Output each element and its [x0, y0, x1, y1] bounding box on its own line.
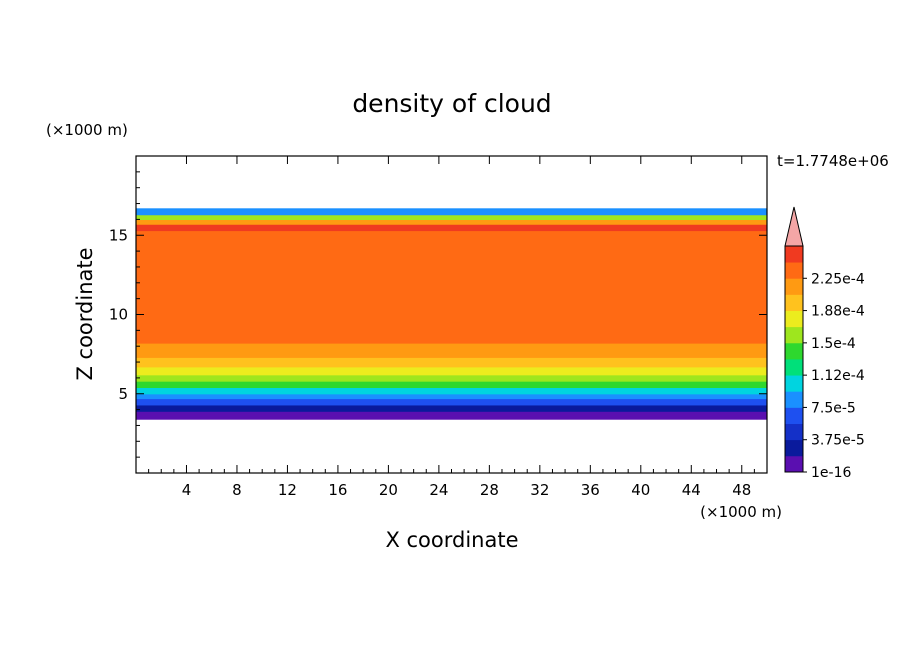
y-tick-label: 5 — [118, 385, 128, 403]
colorbar-swatch — [785, 391, 803, 408]
x-tick-label: 4 — [182, 481, 192, 499]
colorbar-swatch — [785, 294, 803, 311]
colorbar-swatch — [785, 342, 803, 360]
colorbar-swatch — [785, 326, 803, 344]
colorbar-swatch — [785, 246, 803, 263]
x-tick-label: 28 — [480, 481, 499, 499]
x-tick-label: 12 — [278, 481, 297, 499]
colorbar-label: 1.5e-4 — [811, 336, 856, 352]
density-band — [136, 366, 767, 376]
x-tick-label: 16 — [328, 481, 347, 499]
colorbar-label: 1e-16 — [811, 465, 851, 481]
colorbar-label: 1.88e-4 — [811, 304, 865, 320]
colorbar-swatch — [785, 455, 803, 473]
y-axis-label: Z coordinate — [73, 247, 97, 380]
density-band — [136, 214, 767, 220]
density-band — [136, 230, 767, 344]
density-band — [136, 343, 767, 358]
colorbar-swatch — [785, 262, 803, 279]
x-tick-label: 32 — [530, 481, 549, 499]
colorbar-label: 7.5e-5 — [811, 400, 856, 416]
x-tick-label: 48 — [732, 481, 751, 499]
colorbar-label: 1.12e-4 — [811, 368, 865, 384]
density-band — [136, 357, 767, 368]
time-label: t=1.7748e+06 — [777, 152, 889, 170]
density-band — [136, 219, 767, 225]
y-axis: 5 10 15 — [109, 171, 767, 458]
colorbar-label: 2.25e-4 — [811, 271, 865, 287]
colorbar: 1e-16 3.75e-5 7.5e-5 1.12e-4 1.5e-4 1.88e-4 2.… — [784, 206, 865, 481]
y-unit-label: (×1000 m) — [46, 121, 128, 139]
x-tick-label: 36 — [581, 481, 600, 499]
y-tick-label: 10 — [109, 306, 128, 324]
x-tick-label: 20 — [379, 481, 398, 499]
colorbar-swatch — [785, 407, 803, 424]
density-band — [136, 404, 767, 412]
density-band — [136, 411, 767, 420]
density-band — [136, 393, 767, 400]
density-field — [136, 208, 767, 420]
colorbar-label: 3.75e-5 — [811, 433, 865, 449]
density-band — [136, 224, 767, 232]
y-tick-label: 15 — [109, 226, 128, 244]
x-tick-label: 44 — [682, 481, 701, 499]
colorbar-swatch — [785, 310, 803, 328]
x-unit-label: (×1000 m) — [700, 503, 782, 521]
colorbar-frame — [784, 245, 804, 473]
x-axis-label: X coordinate — [385, 528, 518, 552]
colorbar-swatch — [785, 439, 803, 457]
x-tick-label: 24 — [429, 481, 448, 499]
colorbar-swatch — [785, 359, 803, 376]
colorbar-over-triangle — [784, 206, 804, 247]
chart-title: density of cloud — [352, 89, 551, 118]
density-band — [136, 208, 767, 216]
colorbar-swatch — [785, 278, 803, 295]
density-band — [136, 387, 767, 395]
density-band — [136, 381, 767, 389]
x-axis: 4 8 12 16 20 24 28 32 36 40 44 48 — [148, 156, 755, 499]
density-band — [136, 374, 767, 382]
density-band — [136, 398, 767, 406]
x-tick-label: 40 — [631, 481, 650, 499]
colorbar-swatch — [785, 423, 803, 441]
colorbar-swatch — [785, 375, 803, 392]
x-tick-label: 8 — [232, 481, 242, 499]
